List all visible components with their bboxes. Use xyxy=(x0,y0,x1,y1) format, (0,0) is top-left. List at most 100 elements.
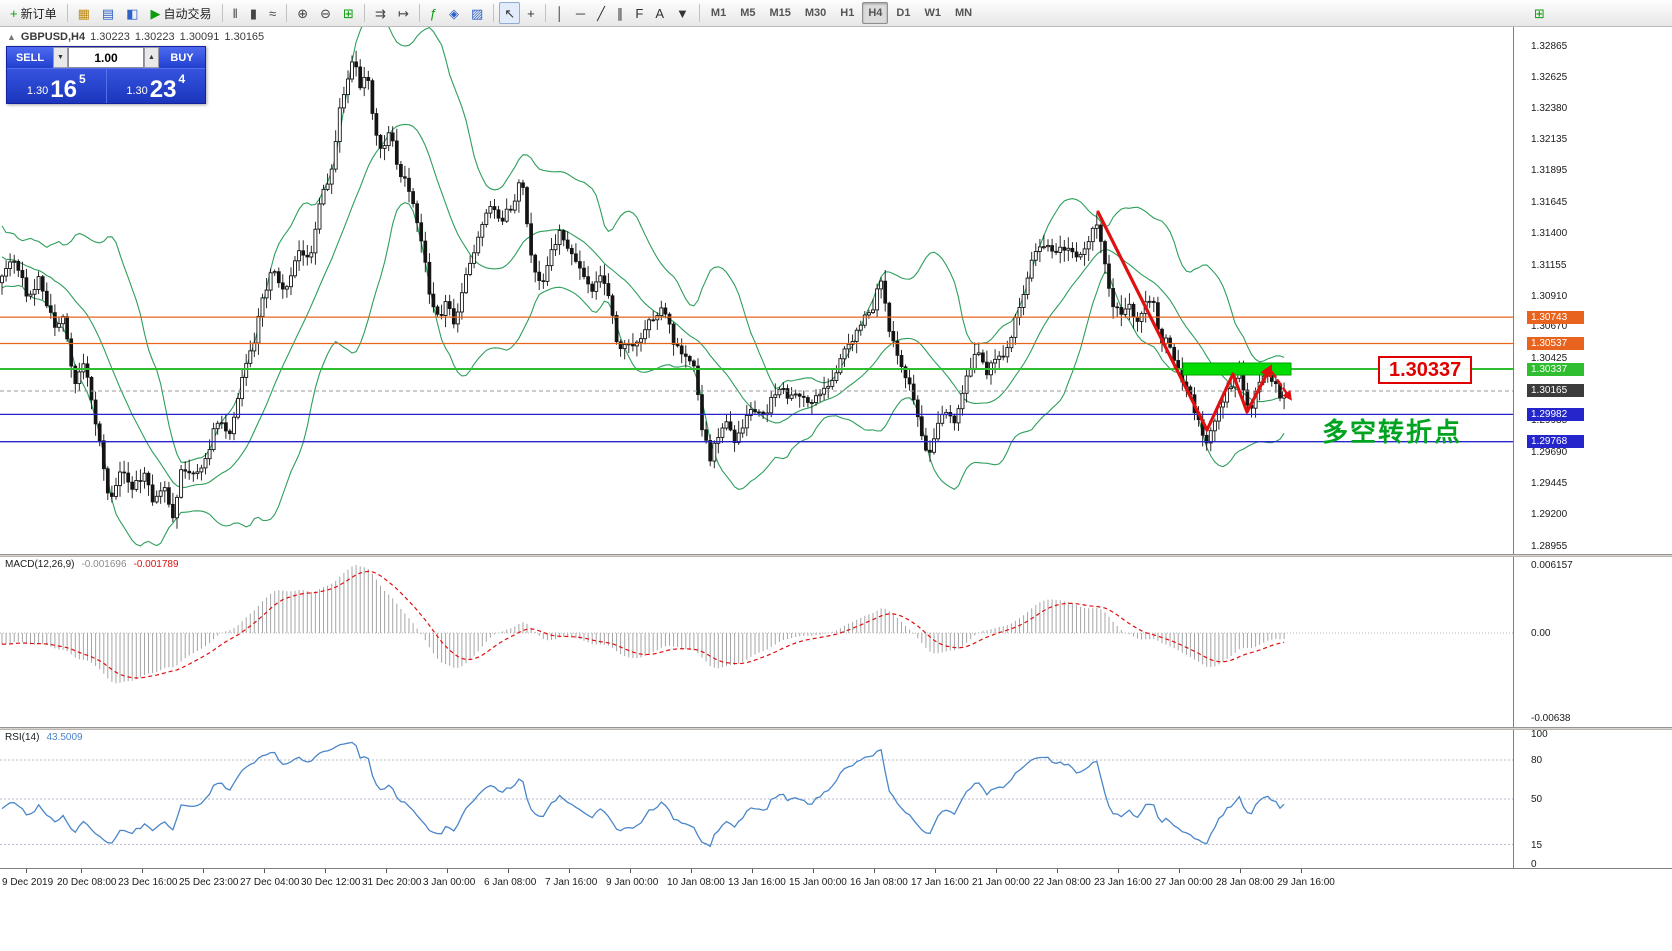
timeframe-w1-button[interactable]: W1 xyxy=(918,2,947,24)
axis-tick-label: 15 xyxy=(1531,840,1543,851)
axis-tick-label: 1.30910 xyxy=(1531,291,1568,302)
timeframe-d1-button[interactable]: D1 xyxy=(890,2,916,24)
text-button[interactable]: A xyxy=(650,2,669,24)
crosshair-button[interactable]: + xyxy=(522,2,540,24)
axis-tick-label: 1.29445 xyxy=(1531,478,1568,489)
horizontal-level-lines[interactable] xyxy=(0,316,1513,443)
time-axis[interactable]: 9 Dec 2019 20 Dec 08:00 23 Dec 16:00 25 Dec… xyxy=(0,868,1672,951)
time-axis-label: 27 Dec 04:00 xyxy=(240,877,300,888)
axis-tick-label: 1.31895 xyxy=(1531,165,1568,176)
time-axis-tick xyxy=(325,869,326,873)
timeframe-m15-button[interactable]: M15 xyxy=(763,2,796,24)
horizontal-line-icon: ─ xyxy=(575,5,586,21)
time-axis-tick xyxy=(26,869,27,873)
axis-tick-label: 50 xyxy=(1531,794,1543,805)
market-watch-button[interactable]: ▤ xyxy=(97,2,119,24)
time-axis-label: 25 Dec 23:00 xyxy=(179,877,239,888)
rsi-chart[interactable] xyxy=(0,730,1513,868)
high-value: 1.30223 xyxy=(134,31,175,43)
zoom-out-button[interactable]: ⊖ xyxy=(315,2,336,24)
axis-tick-label: 1.32625 xyxy=(1531,72,1568,83)
navigator-button[interactable]: ◧ xyxy=(121,2,143,24)
auto-scroll-button[interactable]: ⇉ xyxy=(370,2,391,24)
low-value: 1.30091 xyxy=(179,31,220,43)
chart-shift-button[interactable]: ↦ xyxy=(393,2,414,24)
zoom-in-icon: ⊕ xyxy=(297,5,309,21)
axis-tick-label: 1.30670 xyxy=(1531,321,1568,332)
sell-price-button[interactable]: 1.30 16 5 xyxy=(7,69,106,103)
chart-candles-button[interactable]: ▮ xyxy=(245,2,262,24)
macd-panel[interactable]: MACD(12,26,9) -0.001696 -0.001789 xyxy=(0,557,1513,727)
charts-button[interactable]: ▦ xyxy=(73,2,95,24)
candlestick-chart[interactable] xyxy=(0,27,1513,554)
time-axis-label: 13 Jan 16:00 xyxy=(728,877,786,888)
one-click-collapse-toggle[interactable]: ▲ xyxy=(7,32,16,42)
green-zone-rectangle[interactable] xyxy=(1182,362,1292,376)
periods-button[interactable]: ◈ xyxy=(444,2,464,24)
time-axis-tick xyxy=(447,869,448,873)
chart-bars-icon: ‖ xyxy=(232,5,238,21)
chart-header: ▲ GBPUSD,H4 1.30223 1.30223 1.30091 1.30165 xyxy=(7,31,269,43)
trendline-button[interactable]: ╱ xyxy=(592,2,610,24)
axis-tick-label: 1.32380 xyxy=(1531,103,1568,114)
fibonacci-icon: F xyxy=(635,5,644,21)
tile-windows-button[interactable]: ⊞ xyxy=(338,2,359,24)
sell-price-pips: 16 xyxy=(50,75,77,103)
price-axis[interactable]: 1.32865 1.32625 1.32380 1.32135 1.31895 1.316… xyxy=(1513,27,1672,870)
price-axis-marker: 1.29982 xyxy=(1527,408,1584,421)
timeframe-m1-button[interactable]: M1 xyxy=(705,2,732,24)
new-order-button[interactable]: + 新订单 xyxy=(5,2,62,24)
time-axis-label: 29 Jan 16:00 xyxy=(1277,877,1335,888)
turning-point-annotation[interactable]: 多空转折点 xyxy=(1322,417,1463,447)
time-axis-tick xyxy=(203,869,204,873)
volume-input[interactable] xyxy=(68,47,144,68)
trade-panel-prices: 1.30 16 5 1.30 23 4 xyxy=(7,68,205,103)
buy-button[interactable]: BUY xyxy=(159,47,205,68)
sell-price-pipette: 5 xyxy=(78,72,86,86)
templates-button[interactable]: ▨ xyxy=(466,2,488,24)
chart-shift-icon: ↦ xyxy=(397,5,409,21)
sell-button[interactable]: SELL xyxy=(7,47,53,68)
axis-tick-label: 80 xyxy=(1531,755,1543,766)
timeframe-m5-button[interactable]: M5 xyxy=(734,2,761,24)
symbol-label: GBPUSD,H4 xyxy=(20,31,86,43)
buy-price-pips: 23 xyxy=(149,75,177,103)
time-axis-label: 28 Jan 08:00 xyxy=(1216,877,1274,888)
timeframe-m30-button[interactable]: M30 xyxy=(799,2,832,24)
timeframe-h1-button[interactable]: H1 xyxy=(834,2,860,24)
panel-splitter[interactable] xyxy=(0,554,1672,557)
autotrade-button[interactable]: ▶ 自动交易 xyxy=(146,2,217,24)
macd-chart[interactable] xyxy=(0,557,1513,727)
fibonacci-button[interactable]: F xyxy=(630,2,648,24)
text-icon: A xyxy=(655,5,665,21)
volume-decrease-button[interactable]: ▼ xyxy=(53,47,68,68)
chart-bars-button[interactable]: ‖ xyxy=(228,2,243,24)
arrows-button[interactable]: ▼ xyxy=(671,2,694,24)
axis-tick-label: 1.29690 xyxy=(1531,447,1568,458)
channel-button[interactable]: ∥ xyxy=(612,2,629,24)
vertical-line-button[interactable]: │ xyxy=(551,2,569,24)
time-axis-label: 15 Jan 00:00 xyxy=(789,877,847,888)
panel-splitter[interactable] xyxy=(0,727,1672,730)
price-callout-box[interactable]: 1.30337 xyxy=(1378,356,1473,384)
timeframe-mn-button[interactable]: MN xyxy=(949,2,978,24)
indicators-button[interactable]: ƒ xyxy=(425,2,442,24)
cursor-button[interactable]: ↖ xyxy=(499,2,521,24)
red-trend-arrows[interactable] xyxy=(1096,210,1292,432)
chart-line-button[interactable]: ≈ xyxy=(264,2,281,24)
axis-tick-label: 1.32135 xyxy=(1531,134,1568,145)
timeframe-h4-button[interactable]: H4 xyxy=(862,2,889,24)
volume-increase-button[interactable]: ▲ xyxy=(144,47,159,68)
horizontal-line-button[interactable]: ─ xyxy=(571,2,590,24)
zoom-in-button[interactable]: ⊕ xyxy=(292,2,313,24)
main-chart-panel[interactable]: ▲ GBPUSD,H4 1.30223 1.30223 1.30091 1.30165 S… xyxy=(0,27,1513,554)
time-axis-tick xyxy=(1301,869,1302,873)
axis-tick-label: 1.28955 xyxy=(1531,541,1568,552)
channel-icon: ∥ xyxy=(616,5,624,21)
rsi-panel[interactable]: RSI(14) 43.5009 xyxy=(0,730,1513,868)
new-chart-button[interactable]: ⊞ xyxy=(1529,2,1550,24)
time-axis-tick xyxy=(630,869,631,873)
time-axis-tick xyxy=(752,869,753,873)
buy-price-base: 1.30 xyxy=(126,85,148,97)
buy-price-button[interactable]: 1.30 23 4 xyxy=(105,69,205,103)
